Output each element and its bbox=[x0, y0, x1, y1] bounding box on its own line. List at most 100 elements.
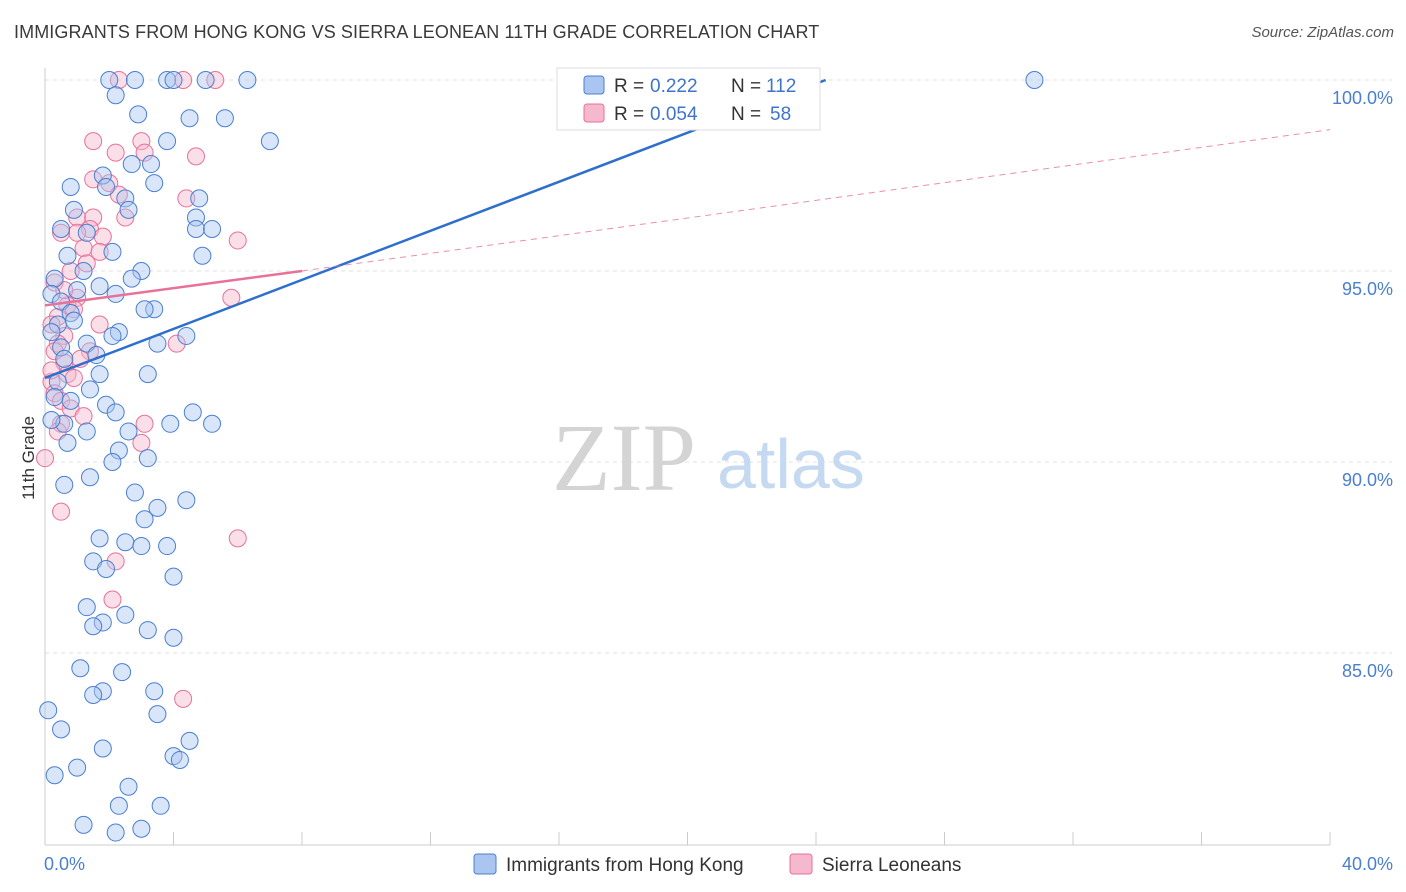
point-hong-kong-2 bbox=[158, 71, 177, 89]
point-hong-kong-61 bbox=[106, 403, 125, 422]
point-hong-kong-80 bbox=[116, 533, 135, 552]
point-hong-kong-1 bbox=[125, 71, 144, 89]
point-hong-kong-106 bbox=[151, 796, 170, 815]
point-hong-kong-7 bbox=[106, 86, 125, 105]
point-hong-kong-26 bbox=[186, 219, 205, 238]
point-hong-kong-29 bbox=[58, 246, 77, 265]
series-hong-kong-points bbox=[39, 71, 1044, 842]
axes bbox=[44, 68, 1331, 846]
point-hong-kong-79 bbox=[90, 529, 109, 548]
point-hong-kong-73 bbox=[80, 468, 99, 487]
point-hong-kong-37 bbox=[68, 281, 87, 300]
point-hong-kong-5 bbox=[238, 71, 257, 89]
point-sierra-leoneans-7 bbox=[186, 147, 205, 166]
point-hong-kong-20 bbox=[190, 189, 209, 208]
point-sierra-leoneans-30 bbox=[42, 315, 61, 334]
point-hong-kong-104 bbox=[68, 758, 87, 777]
stats-legend-swatch-blue bbox=[583, 75, 605, 95]
point-sierra-leoneans-3 bbox=[84, 132, 103, 151]
point-hong-kong-55 bbox=[138, 365, 157, 384]
point-sierra-leoneans-23 bbox=[228, 231, 247, 250]
point-sierra-leoneans-40 bbox=[167, 334, 186, 353]
point-hong-kong-3 bbox=[164, 71, 183, 89]
point-sierra-leoneans-0 bbox=[109, 71, 128, 89]
stats-legend-swatch-pink bbox=[583, 103, 605, 123]
trend-line-sierra-leoneans bbox=[44, 269, 303, 307]
point-hong-kong-42 bbox=[135, 300, 154, 319]
point-sierra-leoneans-31 bbox=[90, 315, 109, 334]
point-hong-kong-81 bbox=[132, 537, 151, 556]
legend-label-sierra-leoneans: Sierra Leoneans bbox=[822, 855, 961, 876]
point-hong-kong-108 bbox=[180, 731, 199, 750]
point-sierra-leoneans-48 bbox=[132, 433, 151, 452]
point-hong-kong-47 bbox=[42, 323, 61, 342]
point-hong-kong-28 bbox=[103, 242, 122, 261]
point-hong-kong-32 bbox=[132, 262, 151, 280]
point-hong-kong-69 bbox=[119, 422, 138, 441]
point-hong-kong-44 bbox=[48, 315, 67, 334]
point-hong-kong-103 bbox=[52, 720, 71, 739]
point-hong-kong-110 bbox=[113, 663, 132, 682]
x-tick-label-min: 0.0% bbox=[44, 854, 85, 874]
point-hong-kong-22 bbox=[64, 200, 83, 219]
point-hong-kong-57 bbox=[80, 380, 99, 399]
point-hong-kong-59 bbox=[61, 391, 80, 410]
chart-source: Source: ZipAtlas.com bbox=[1251, 24, 1394, 41]
point-hong-kong-82 bbox=[158, 537, 177, 556]
stats-r-value-1: 0.222 bbox=[650, 76, 698, 97]
point-hong-kong-11 bbox=[158, 132, 177, 151]
point-hong-kong-33 bbox=[122, 269, 141, 288]
point-sierra-leoneans-52 bbox=[106, 552, 125, 571]
point-hong-kong-105 bbox=[119, 777, 138, 796]
stats-legend: R = 0.222 N = 112 R = 0.054 N = 58 bbox=[556, 67, 821, 131]
legend: Immigrants from Hong Kong Sierra Leonean… bbox=[473, 853, 961, 876]
point-sierra-leoneans-11 bbox=[177, 189, 196, 208]
point-hong-kong-84 bbox=[97, 559, 116, 578]
point-hong-kong-88 bbox=[93, 613, 112, 632]
point-hong-kong-49 bbox=[52, 338, 71, 357]
point-hong-kong-89 bbox=[84, 617, 103, 636]
point-hong-kong-98 bbox=[109, 796, 128, 815]
point-sierra-leoneans-51 bbox=[228, 529, 247, 548]
point-hong-kong-16 bbox=[145, 174, 164, 193]
point-hong-kong-8 bbox=[129, 105, 148, 124]
point-hong-kong-99 bbox=[74, 815, 93, 834]
point-hong-kong-100 bbox=[132, 819, 151, 838]
point-sierra-leoneans-50 bbox=[52, 502, 71, 521]
point-hong-kong-95 bbox=[93, 739, 112, 758]
point-hong-kong-74 bbox=[177, 491, 196, 510]
point-hong-kong-19 bbox=[116, 189, 135, 208]
chart-title: IMMIGRANTS FROM HONG KONG VS SIERRA LEON… bbox=[14, 22, 820, 42]
series-sierra-leoneans-points bbox=[36, 71, 247, 708]
point-hong-kong-101 bbox=[106, 823, 125, 842]
point-hong-kong-65 bbox=[161, 414, 180, 433]
point-hong-kong-62 bbox=[183, 403, 202, 422]
stats-n-label-2: N = bbox=[731, 104, 761, 125]
point-hong-kong-35 bbox=[90, 277, 109, 296]
point-sierra-leoneans-13 bbox=[84, 208, 103, 227]
legend-label-hong-kong: Immigrants from Hong Kong bbox=[506, 855, 744, 876]
point-hong-kong-12 bbox=[260, 132, 279, 151]
point-hong-kong-90 bbox=[138, 621, 157, 640]
legend-swatch-hong-kong bbox=[473, 853, 497, 875]
stats-r-label-2: R = bbox=[614, 104, 644, 125]
point-hong-kong-15 bbox=[93, 166, 112, 185]
point-sierra-leoneans-18 bbox=[93, 227, 112, 246]
point-hong-kong-31 bbox=[74, 262, 93, 280]
point-hong-kong-92 bbox=[93, 682, 112, 701]
stats-r-value-2: 0.054 bbox=[650, 104, 698, 125]
point-hong-kong-102 bbox=[39, 701, 58, 720]
y-axis-label: 11th Grade bbox=[19, 416, 38, 500]
point-hong-kong-10 bbox=[215, 109, 234, 128]
point-sierra-leoneans-20 bbox=[90, 242, 109, 261]
point-sierra-leoneans-49 bbox=[36, 449, 54, 468]
stats-n-value-1: 112 bbox=[766, 76, 796, 97]
point-hong-kong-86 bbox=[77, 598, 96, 617]
point-hong-kong-111 bbox=[145, 682, 164, 701]
point-hong-kong-46 bbox=[103, 326, 122, 345]
point-sierra-leoneans-4 bbox=[132, 132, 151, 151]
point-hong-kong-58 bbox=[45, 388, 64, 407]
point-sierra-leoneans-41 bbox=[45, 384, 64, 403]
point-sierra-leoneans-22 bbox=[61, 262, 80, 280]
